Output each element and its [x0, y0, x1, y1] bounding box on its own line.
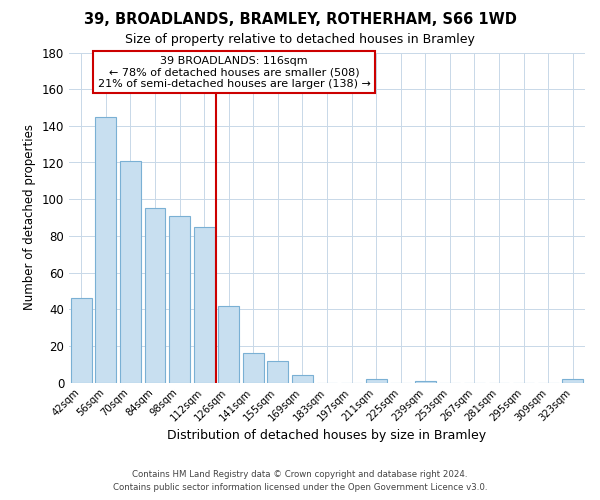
Text: Size of property relative to detached houses in Bramley: Size of property relative to detached ho…	[125, 32, 475, 46]
Bar	[169, 216, 190, 382]
Bar	[218, 306, 239, 382]
Bar	[120, 160, 141, 382]
Bar	[95, 116, 116, 382]
Bar	[145, 208, 166, 382]
Y-axis label: Number of detached properties: Number of detached properties	[23, 124, 36, 310]
Bar	[243, 353, 264, 382]
Text: Contains HM Land Registry data © Crown copyright and database right 2024.
Contai: Contains HM Land Registry data © Crown c…	[113, 470, 487, 492]
Bar	[292, 375, 313, 382]
Text: 39, BROADLANDS, BRAMLEY, ROTHERHAM, S66 1WD: 39, BROADLANDS, BRAMLEY, ROTHERHAM, S66 …	[83, 12, 517, 28]
Bar	[194, 226, 215, 382]
Bar	[415, 380, 436, 382]
Bar	[562, 379, 583, 382]
Bar	[268, 360, 289, 382]
Bar	[71, 298, 92, 382]
X-axis label: Distribution of detached houses by size in Bramley: Distribution of detached houses by size …	[167, 428, 487, 442]
Bar	[365, 379, 386, 382]
Text: 39 BROADLANDS: 116sqm
← 78% of detached houses are smaller (508)
21% of semi-det: 39 BROADLANDS: 116sqm ← 78% of detached …	[98, 56, 371, 89]
